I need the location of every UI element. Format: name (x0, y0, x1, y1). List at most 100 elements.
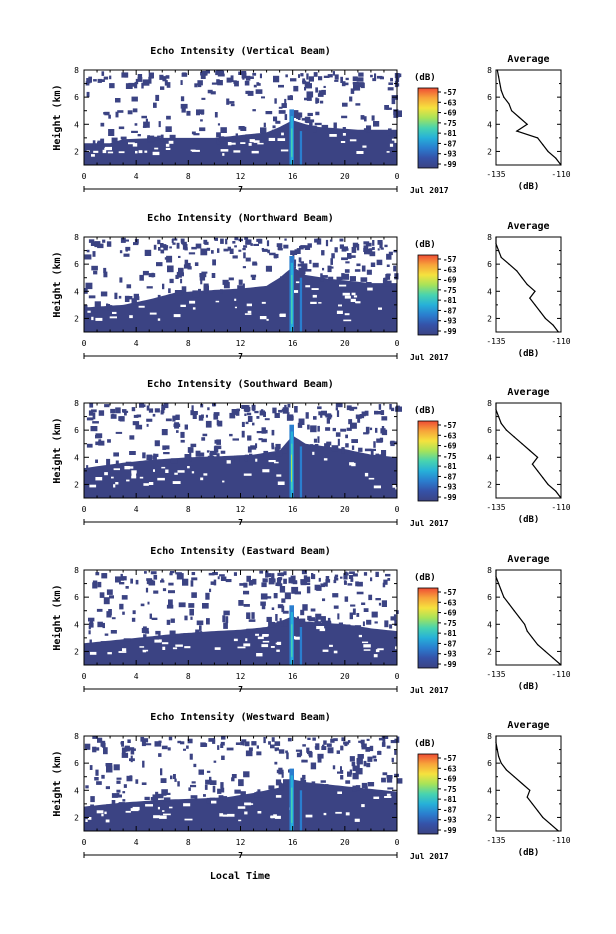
echo-cell (337, 613, 340, 620)
average-profile-point (537, 810, 539, 812)
gap-cell (237, 806, 246, 809)
gap-cell (257, 811, 262, 814)
echo-cell (337, 438, 340, 446)
echo-cell (275, 779, 282, 786)
echo-cell (345, 261, 350, 264)
echo-cell (263, 122, 266, 128)
echo-cell (284, 98, 287, 105)
echo-cell (230, 75, 234, 83)
heatmap (84, 570, 400, 665)
echo-cell (260, 127, 267, 134)
echo-cell (163, 245, 169, 249)
echo-cell (310, 608, 316, 612)
echo-cell (115, 111, 119, 118)
echo-cell (188, 787, 191, 791)
echo-cell (245, 134, 252, 139)
echo-cell (322, 275, 328, 278)
y-tick-label: 2 (74, 314, 79, 323)
average-profile-point (542, 144, 544, 146)
echo-cell (379, 242, 383, 249)
gap-cell (270, 815, 276, 818)
echo-cell (152, 413, 156, 417)
echo-cell (106, 241, 112, 247)
gap-cell (157, 477, 165, 481)
x-tick-label: 20 (340, 505, 350, 514)
gap-cell (112, 311, 117, 314)
echo-cell (358, 447, 363, 452)
echo-cell (143, 634, 147, 639)
date-month-year-label: Jul 2017 (410, 186, 449, 195)
echo-cell (356, 758, 363, 765)
gap-cell (126, 479, 130, 482)
y-tick-label: 4 (74, 453, 79, 462)
colorbar-tick-label: -87 (443, 805, 457, 814)
gap-cell (351, 292, 356, 296)
echo-cell (386, 253, 392, 260)
echo-cell (158, 247, 161, 251)
streak-cell (291, 454, 292, 482)
colorbar-tick-label: -87 (443, 306, 457, 315)
echo-cell (295, 749, 302, 752)
echo-cell (302, 774, 306, 780)
average-profile-point (513, 436, 515, 438)
echo-cell (345, 443, 349, 448)
echo-cell (341, 81, 346, 87)
echo-cell (207, 407, 210, 411)
echo-cell (293, 85, 299, 92)
gap-cell (107, 652, 112, 655)
average-profile-point (560, 664, 562, 666)
average-profile-point (552, 324, 554, 326)
x-tick-label: 8 (186, 505, 191, 514)
echo-cell (364, 410, 369, 416)
average-profile-point (542, 477, 544, 479)
gap-cell (118, 651, 127, 653)
echo-cell (203, 290, 208, 294)
echo-cell (390, 740, 398, 744)
gap-cell (373, 654, 378, 658)
echo-cell (103, 267, 107, 273)
gap-cell (139, 646, 145, 648)
echo-cell (141, 82, 144, 89)
echo-cell (160, 86, 165, 90)
echo-cell (278, 106, 283, 109)
echo-cell (371, 246, 375, 250)
echo-cell (94, 301, 101, 308)
echo-cell (316, 238, 322, 245)
echo-cell (252, 407, 255, 412)
echo-cell (261, 603, 266, 610)
average-profile-point (500, 256, 502, 258)
echo-cell (175, 274, 179, 279)
echo-cell (188, 603, 195, 608)
echo-cell (286, 752, 289, 760)
echo-cell (360, 115, 365, 120)
echo-cell (243, 582, 248, 588)
echo-cell (374, 621, 378, 624)
average-profile-point (521, 782, 523, 785)
echo-cell (187, 447, 194, 453)
echo-layer (84, 779, 397, 831)
gap-cell (229, 142, 236, 145)
echo-cell (108, 114, 111, 119)
echo-cell (95, 434, 102, 439)
average-profile-point (495, 576, 497, 578)
echo-cell (137, 77, 143, 82)
echo-cell (89, 639, 92, 645)
echo-cell (199, 273, 207, 278)
gap-cell (276, 641, 282, 645)
gap-cell (184, 818, 193, 821)
average-profile-point (521, 277, 523, 279)
echo-cell (309, 259, 312, 264)
echo-cell (348, 419, 353, 425)
average-x-tick-label: -110 (551, 337, 570, 346)
average-x-tick-label: -135 (486, 670, 505, 679)
echo-cell (376, 259, 383, 266)
echo-cell (394, 749, 397, 755)
echo-cell (229, 101, 235, 104)
echo-cell (324, 443, 330, 448)
average-profile-point (505, 429, 507, 431)
echo-cell (135, 78, 139, 85)
gap-cell (275, 642, 278, 645)
echo-cell (122, 799, 126, 802)
echo-cell (313, 125, 317, 133)
echo-cell (96, 608, 103, 612)
